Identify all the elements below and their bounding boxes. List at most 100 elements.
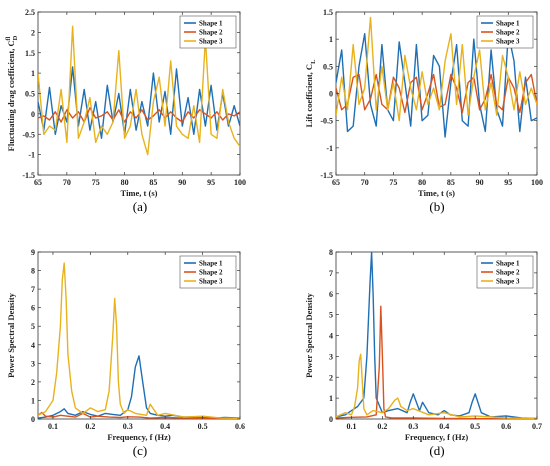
x-tick-label: 75 <box>389 178 397 187</box>
legend-label: Shape 1 <box>199 20 223 28</box>
y-axis-label-superscript: fl <box>5 37 12 41</box>
y-tick-label: 9 <box>31 248 35 257</box>
y-tick-label: 1.5 <box>25 49 35 58</box>
x-tick-label: 0.3 <box>123 422 133 431</box>
x-tick-label: 0.3 <box>408 422 418 431</box>
x-tick-label: 90 <box>178 178 186 187</box>
x-tick-label: 90 <box>476 178 484 187</box>
chart-panel-d: 0.1 0.2 0.3 0.4 0.5 0.6 0.7 0 1 2 3 4 5 6 7 8 Frequency,… <box>304 248 542 458</box>
series-line-1 <box>336 33 537 138</box>
y-tick-label: 1 <box>31 396 35 405</box>
legend-label: Shape 3 <box>496 278 520 286</box>
x-axis-label: Time, t (s) <box>418 188 455 198</box>
legend-label: Shape 3 <box>496 38 520 46</box>
y-tick-label: 6 <box>31 304 35 313</box>
y-tick-label: 5 <box>31 322 35 331</box>
y-tick-label: 4 <box>31 341 35 350</box>
chart-panel-b: 65 70 75 80 85 90 95 100 -1.5 -1 -0.5 0 0.5 1 1.5 Time,… <box>304 8 543 214</box>
series-line-2 <box>336 73 537 114</box>
y-tick-label: 7 <box>329 269 333 278</box>
y-tick-label: 0.5 <box>323 62 333 71</box>
legend-label: Shape 1 <box>496 260 520 268</box>
y-tick-label: 4 <box>329 332 333 341</box>
x-tick-label: 80 <box>121 178 129 187</box>
y-tick-label: 3 <box>329 352 333 361</box>
series-line-2 <box>336 305 537 419</box>
chart-panel-c: 0.1 0.2 0.3 0.4 0.5 0.6 0 1 2 3 4 5 6 7 8 9 Frequency, f… <box>6 248 245 458</box>
series-line-3 <box>336 16 537 122</box>
panel-label: (a) <box>133 199 147 214</box>
y-tick-label: 0 <box>31 415 35 424</box>
y-tick-label: 1 <box>329 394 333 403</box>
legend-label: Shape 2 <box>496 29 520 37</box>
y-tick-label: 8 <box>31 267 35 276</box>
y-tick-label: 2 <box>31 28 35 37</box>
y-axis-label: Fluctuating drag coefficient, CDfl <box>5 35 19 151</box>
y-tick-label: 3 <box>31 359 35 368</box>
x-tick-label: 65 <box>34 178 42 187</box>
x-tick-label: 0.5 <box>470 422 480 431</box>
y-tick-label: -0.5 <box>22 130 35 139</box>
series-line-1 <box>336 252 537 419</box>
legend-label: Shape 1 <box>496 20 520 28</box>
series-line-3 <box>38 262 240 419</box>
y-tick-label: 2 <box>31 378 35 387</box>
y-axis-label: Power Spectral Density <box>304 292 314 378</box>
y-axis-label-subscript: D <box>12 35 19 40</box>
y-axis-label: Lift coefficient, CL <box>304 59 317 128</box>
y-tick-label: 5 <box>329 311 333 320</box>
legend-label: Shape 3 <box>199 278 223 286</box>
x-tick-label: 0.1 <box>48 422 58 431</box>
panel-label: (b) <box>429 199 444 214</box>
x-tick-label: 0.1 <box>346 422 356 431</box>
x-tick-label: 0.2 <box>85 422 95 431</box>
x-tick-label: 95 <box>504 178 512 187</box>
x-tick-label: 0.4 <box>439 422 449 431</box>
y-axis-label: Power Spectral Density <box>6 292 16 378</box>
y-tick-label: 1 <box>329 35 333 44</box>
x-tick-label: 75 <box>92 178 100 187</box>
y-tick-label: 0.5 <box>25 90 35 99</box>
x-tick-label: 100 <box>531 178 543 187</box>
legend-label: Shape 1 <box>199 260 223 268</box>
series-line-3 <box>38 25 240 156</box>
y-tick-label: 1 <box>31 69 35 78</box>
x-axis-label: Frequency, f (Hz) <box>107 432 171 442</box>
panel-label: (d) <box>429 443 444 458</box>
x-tick-label: 0.6 <box>235 422 245 431</box>
x-axis-label: Time, t (s) <box>121 188 158 198</box>
x-tick-label: 0.2 <box>377 422 387 431</box>
chart-panel-a: 65 70 75 80 85 90 95 100 -1.5 -1 -0.5 0 0.5 1 1.5 2 2.5 T… <box>5 8 246 214</box>
y-axis-label-subscript: L <box>310 59 317 64</box>
y-tick-label: -1 <box>28 151 35 160</box>
y-tick-label: -0.5 <box>320 117 333 126</box>
y-tick-label: 2 <box>329 373 333 382</box>
legend-label: Shape 2 <box>199 29 223 37</box>
y-tick-label: 0 <box>31 110 35 119</box>
y-tick-label: 8 <box>329 248 333 257</box>
legend-label: Shape 2 <box>199 269 223 277</box>
y-tick-label: 2.5 <box>25 8 35 17</box>
x-tick-label: 0.6 <box>501 422 511 431</box>
x-tick-label: 65 <box>332 178 340 187</box>
x-tick-label: 85 <box>149 178 157 187</box>
x-tick-label: 85 <box>447 178 455 187</box>
x-tick-label: 0.7 <box>532 422 542 431</box>
x-tick-label: 0.5 <box>198 422 208 431</box>
legend-label: Shape 3 <box>199 38 223 46</box>
series-line-3 <box>336 353 537 419</box>
x-axis-label: Frequency, f (Hz) <box>405 432 469 442</box>
y-tick-label: -1 <box>326 144 333 153</box>
x-tick-label: 0.4 <box>160 422 170 431</box>
y-tick-label: 6 <box>329 290 333 299</box>
y-tick-label: -1.5 <box>320 171 333 180</box>
x-tick-label: 95 <box>207 178 215 187</box>
x-tick-label: 100 <box>234 178 246 187</box>
y-tick-label: 7 <box>31 285 35 294</box>
y-tick-label: 0 <box>329 90 333 99</box>
x-tick-label: 80 <box>418 178 426 187</box>
legend-label: Shape 2 <box>496 269 520 277</box>
x-tick-label: 70 <box>63 178 71 187</box>
series-line-2 <box>38 411 240 419</box>
